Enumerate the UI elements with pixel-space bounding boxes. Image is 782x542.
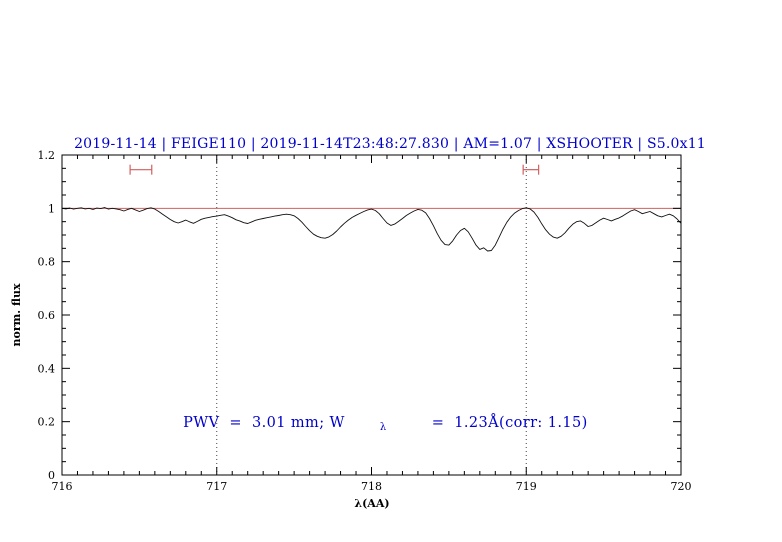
band-markers: [129, 164, 540, 175]
tick-labels: 716 717 718 719 720 0 0.2 0.4 0.6 0.8 1 1.2: [38, 149, 692, 493]
svg-text:0.6: 0.6: [38, 309, 56, 322]
pwv-annotation-part2: = 1.23Å(corr: 1.15): [422, 413, 588, 431]
dotted-gridlines: [216, 155, 527, 475]
svg-text:716: 716: [52, 480, 73, 493]
svg-text:0: 0: [48, 469, 55, 482]
svg-text:720: 720: [671, 480, 692, 493]
plot-title: 2019-11-14 | FEIGE110 | 2019-11-14T23:48…: [74, 136, 706, 152]
pwv-annotation-part1: PWV = 3.01 mm; W: [183, 415, 345, 431]
axes-frame: [61, 154, 682, 476]
svg-text:0.2: 0.2: [38, 416, 56, 429]
svg-text:718: 718: [361, 480, 382, 493]
pwv-annotation: PWV = 3.01 mm; W λ = 1.23Å(corr: 1.15): [148, 413, 613, 434]
x-axis-label: λ(AA): [354, 497, 389, 510]
y-axis-label: norm. flux: [10, 283, 23, 346]
pwv-annotation-sub: λ: [380, 422, 387, 433]
svg-text:0.4: 0.4: [38, 362, 56, 375]
svg-text:719: 719: [516, 480, 537, 493]
svg-text:1.2: 1.2: [38, 149, 56, 162]
svg-text:0.8: 0.8: [38, 256, 56, 269]
svg-text:717: 717: [206, 480, 227, 493]
svg-text:1: 1: [48, 202, 55, 215]
spectrum-curve: [61, 207, 682, 252]
